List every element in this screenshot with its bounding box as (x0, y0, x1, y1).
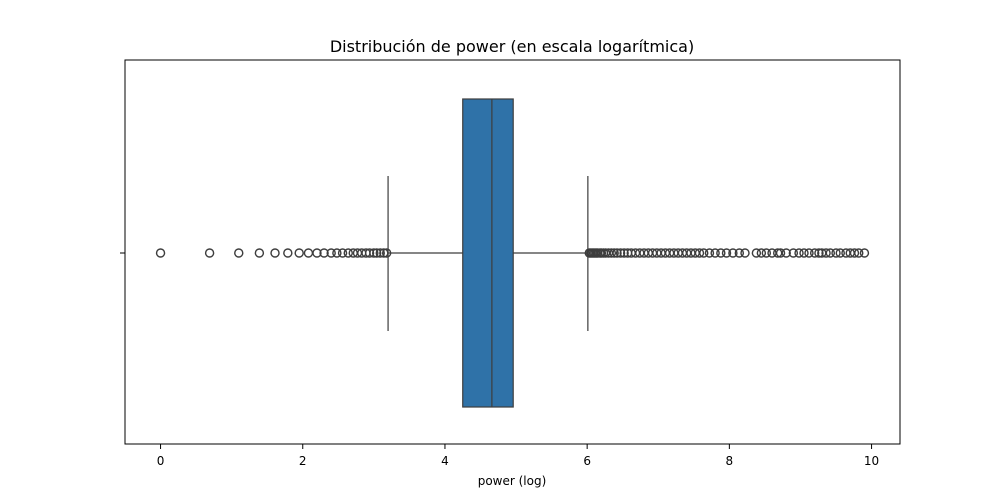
outlier-point (364, 248, 375, 258)
outlier-point (804, 248, 814, 258)
outlier-point (337, 248, 348, 258)
outlier-point (859, 248, 870, 258)
x-tick-label: 2 (299, 454, 307, 468)
outlier-point (326, 248, 336, 258)
outlier-point (606, 248, 617, 258)
outlier-point (699, 248, 709, 258)
outlier-point (809, 248, 820, 258)
outlier-point (716, 248, 726, 258)
outlier-point (283, 248, 293, 258)
outlier-point (728, 248, 738, 258)
outlier-point (854, 248, 864, 258)
outlier-point (381, 248, 392, 258)
outlier-point (612, 248, 622, 258)
outlier-point (369, 248, 379, 258)
outlier-point (821, 248, 831, 258)
outlier-point (294, 248, 304, 258)
outlier-point (751, 248, 762, 258)
outlier-point (270, 248, 280, 258)
outlier-point (155, 248, 166, 258)
x-tick-label: 10 (864, 454, 879, 468)
x-axis-label: power (log) (478, 474, 547, 488)
outlier-point (794, 248, 804, 258)
outlier-point (303, 248, 314, 258)
plot-area-frame (124, 59, 901, 445)
outlier-point (234, 248, 244, 258)
outlier-point (788, 248, 799, 258)
x-tick-label: 4 (441, 454, 449, 468)
outlier-point (756, 248, 767, 258)
outlier-point (319, 248, 329, 258)
outlier-point (619, 248, 629, 258)
outlier-point (825, 248, 836, 258)
chart-marks (155, 98, 870, 408)
outlier-point (734, 248, 745, 258)
iqr-box (462, 98, 514, 408)
outlier-point (761, 248, 772, 258)
outlier-point (814, 248, 824, 258)
outlier-point (254, 248, 265, 258)
x-axis: 0 2 4 6 8 10 (157, 444, 879, 468)
outlier-point (204, 248, 215, 258)
outlier-point (704, 248, 715, 258)
outlier-point (615, 248, 626, 258)
outlier-point (332, 248, 342, 258)
outlier-point (799, 248, 809, 258)
x-tick-label: 8 (726, 454, 734, 468)
outlier-point (343, 248, 353, 258)
outlier-point (849, 248, 860, 258)
outlier-point (775, 248, 786, 258)
x-tick-label: 6 (583, 454, 591, 468)
outlier-point (694, 248, 705, 258)
outlier-point (781, 248, 791, 258)
outlier-point (835, 248, 845, 258)
outlier-point (312, 248, 322, 258)
outlier-point (609, 248, 619, 258)
outlier-point (831, 248, 841, 258)
x-tick-label: 0 (157, 454, 165, 468)
chart-title: Distribución de power (en escala logarít… (330, 37, 694, 56)
outlier-point (371, 248, 382, 258)
outlier-point (710, 248, 720, 258)
outlier-point (375, 248, 385, 258)
outlier-point (379, 248, 389, 258)
outlier-point (740, 248, 750, 258)
outlier-point (721, 248, 732, 258)
